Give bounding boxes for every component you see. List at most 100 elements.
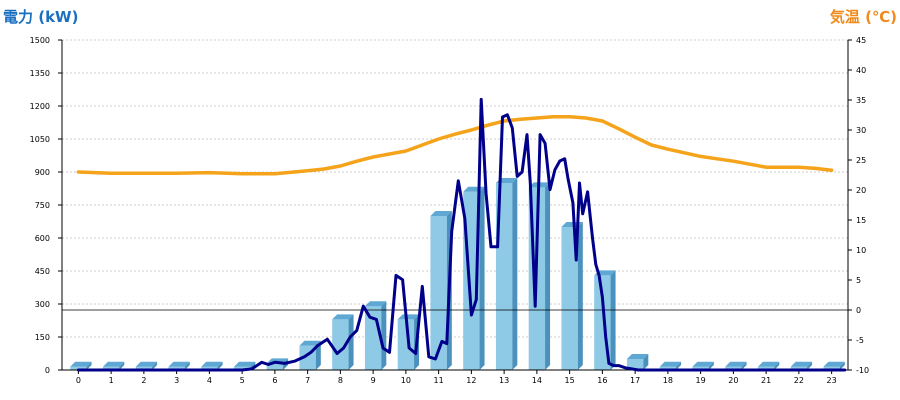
bar-side-18 <box>676 361 682 370</box>
x-tick-label-9: 9 <box>371 376 376 385</box>
bar-19 <box>692 366 709 370</box>
right-tick-label-0: 45 <box>856 36 866 45</box>
right-axis-title: 気温 (℃) <box>830 8 897 26</box>
bar-side-23 <box>839 361 845 370</box>
bar-22 <box>790 366 808 370</box>
bar-side-15 <box>577 222 583 370</box>
bar-top-2 <box>135 361 158 367</box>
bar-top-3 <box>168 361 190 367</box>
x-tick-label-1: 1 <box>109 376 114 385</box>
bar-side-16 <box>610 270 616 370</box>
x-tick-label-13: 13 <box>499 376 509 385</box>
bar-5 <box>233 366 251 370</box>
bar-top-21 <box>757 361 780 367</box>
bar-top-9 <box>364 301 387 307</box>
bar-side-14 <box>545 182 551 370</box>
bar-side-2 <box>152 361 158 370</box>
bar-side-0 <box>86 361 92 370</box>
left-tick-label-5: 750 <box>35 201 50 210</box>
bar-side-3 <box>184 361 190 370</box>
bar-side-9 <box>381 301 387 370</box>
right-tick-label-4: 25 <box>856 156 866 165</box>
tick-labels: 1500135012001050900750600450300150045403… <box>30 36 869 385</box>
left-tick-label-1: 1350 <box>30 69 50 78</box>
line-series <box>76 97 847 372</box>
bar-8 <box>332 319 349 370</box>
x-tick-label-15: 15 <box>565 376 575 385</box>
bar-top-7 <box>299 340 321 346</box>
x-tick-label-18: 18 <box>663 376 673 385</box>
right-tick-label-3: 30 <box>856 126 866 135</box>
right-tick-label-7: 10 <box>856 246 866 255</box>
left-tick-label-10: 0 <box>45 366 50 375</box>
left-tick-label-7: 450 <box>35 267 50 276</box>
bar-6 <box>266 363 284 370</box>
bar-side-4 <box>217 361 223 370</box>
x-tick-label-7: 7 <box>305 376 310 385</box>
x-tick-label-0: 0 <box>76 376 81 385</box>
left-tick-label-3: 1050 <box>30 135 50 144</box>
bar-top-18 <box>659 361 682 367</box>
x-tick-label-11: 11 <box>434 376 444 385</box>
bar-top-11 <box>430 211 452 216</box>
bar-top-10 <box>397 314 420 320</box>
bar-side-21 <box>774 361 780 370</box>
bar-top-20 <box>725 361 747 367</box>
x-tick-label-20: 20 <box>728 376 738 385</box>
bar-top-19 <box>692 361 714 367</box>
bar-10 <box>397 319 415 370</box>
bar-side-13 <box>512 178 518 370</box>
bar-13 <box>495 183 513 370</box>
right-tick-label-5: 20 <box>856 186 866 195</box>
right-tick-label-9: 0 <box>856 306 861 315</box>
x-tick-label-16: 16 <box>597 376 607 385</box>
left-tick-label-8: 300 <box>35 300 50 309</box>
bar-side-19 <box>708 361 714 370</box>
bar-top-23 <box>823 361 845 367</box>
bar-3 <box>168 366 185 370</box>
right-tick-label-11: -10 <box>856 366 869 375</box>
x-tick-label-4: 4 <box>207 376 212 385</box>
bar-1 <box>102 366 120 370</box>
bar-series <box>70 178 845 370</box>
bar-top-5 <box>233 361 256 367</box>
bar-4 <box>201 366 218 370</box>
bar-side-22 <box>807 361 813 370</box>
x-tick-label-14: 14 <box>532 376 542 385</box>
x-tick-label-6: 6 <box>272 376 277 385</box>
bar-side-20 <box>741 361 747 370</box>
bar-side-1 <box>119 361 125 370</box>
bar-23 <box>823 366 840 370</box>
bar-top-4 <box>201 361 223 367</box>
bar-top-1 <box>102 361 125 367</box>
x-tick-label-19: 19 <box>696 376 706 385</box>
x-tick-label-2: 2 <box>141 376 146 385</box>
right-tick-label-6: 15 <box>856 216 866 225</box>
x-tick-label-12: 12 <box>466 376 476 385</box>
left-tick-label-2: 1200 <box>30 102 50 111</box>
bar-15 <box>561 227 578 370</box>
bar-21 <box>757 366 775 370</box>
x-tick-label-3: 3 <box>174 376 179 385</box>
right-tick-label-2: 35 <box>856 96 866 105</box>
bar-2 <box>135 366 153 370</box>
x-tick-label-23: 23 <box>827 376 837 385</box>
x-tick-label-8: 8 <box>338 376 343 385</box>
left-tick-label-9: 150 <box>35 333 50 342</box>
grid-lines <box>62 39 848 338</box>
x-tick-label-10: 10 <box>401 376 411 385</box>
bar-top-0 <box>70 361 92 367</box>
bar-20 <box>725 366 742 370</box>
bar-side-17 <box>643 354 649 370</box>
left-tick-label-6: 600 <box>35 234 50 243</box>
bar-17 <box>626 359 644 370</box>
right-tick-label-1: 40 <box>856 66 866 75</box>
left-tick-label-0: 1500 <box>30 36 50 45</box>
bar-side-12 <box>479 186 485 370</box>
x-tick-label-5: 5 <box>240 376 245 385</box>
bar-0 <box>70 366 87 370</box>
bar-top-17 <box>626 354 649 359</box>
left-tick-label-4: 900 <box>35 168 50 177</box>
x-tick-label-22: 22 <box>794 376 804 385</box>
